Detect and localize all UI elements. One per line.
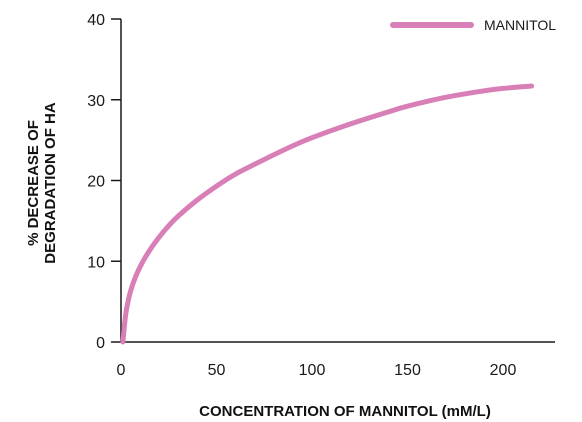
legend-label-mannitol: MANNITOL xyxy=(484,17,556,33)
y-tick-label: 0 xyxy=(96,335,105,352)
y-tick-label: 10 xyxy=(87,254,105,271)
x-tick-label: 50 xyxy=(208,362,226,379)
y-axis-title: % DECREASE OF DEGRADATION OF HA xyxy=(25,102,59,264)
axes xyxy=(120,19,555,343)
x-tick-label: 150 xyxy=(394,362,421,379)
y-tick-label: 30 xyxy=(87,93,105,110)
x-axis-title: CONCENTRATION OF MANNITOL (mM/L) xyxy=(199,403,491,420)
x-tick-label: 200 xyxy=(490,362,517,379)
y-tick-label: 40 xyxy=(87,12,105,29)
x-ticks: 0 50 100 150 200 xyxy=(117,362,517,379)
x-tick-label: 0 xyxy=(117,362,126,379)
y-tick-label: 20 xyxy=(87,174,105,191)
series-line-mannitol xyxy=(120,83,535,345)
legend: MANNITOL xyxy=(390,17,556,33)
y-ticks: 0 10 20 30 40 xyxy=(87,12,121,352)
x-tick-label: 100 xyxy=(299,362,326,379)
y-axis-title-line-1: % DECREASE OF xyxy=(25,120,42,246)
y-axis-title-line-2: DEGRADATION OF HA xyxy=(42,102,59,264)
series-layer xyxy=(120,83,535,345)
